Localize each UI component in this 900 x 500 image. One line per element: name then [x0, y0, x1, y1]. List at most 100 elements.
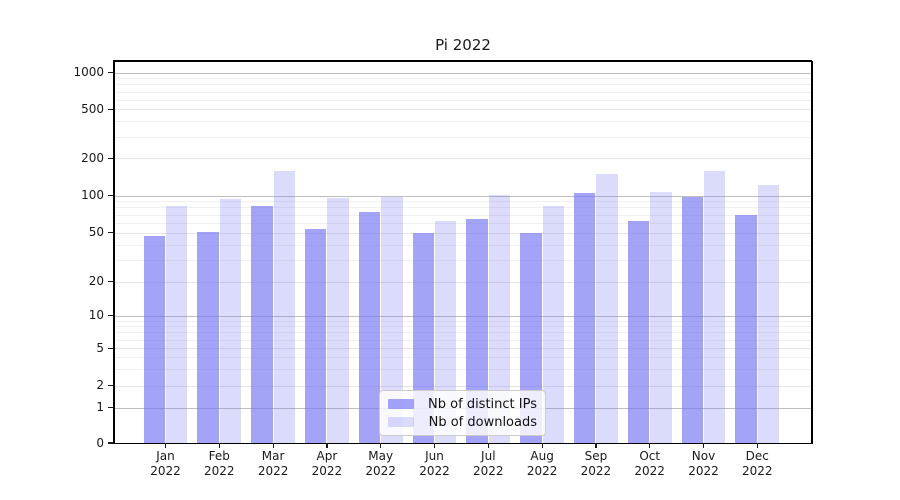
y-tick-mark — [108, 442, 113, 444]
minor-gridline — [114, 207, 812, 209]
bar-downloads-dec — [757, 184, 780, 443]
minor-gridline — [114, 84, 812, 86]
x-tick-year: 2022 — [365, 464, 396, 478]
bar-downloads-jul — [488, 194, 511, 443]
top-spine — [113, 60, 812, 62]
bar-distinct-ips-jan — [143, 236, 166, 443]
y-tick-label: 5 — [96, 340, 104, 355]
bar-downloads-jan — [165, 206, 188, 443]
y-tick-mark — [108, 194, 113, 197]
minor-gridline — [114, 260, 812, 262]
x-tick-year: 2022 — [634, 464, 665, 478]
bar-distinct-ips-nov — [681, 197, 704, 443]
x-tick-label-jul: Jul 2022 — [460, 449, 516, 479]
x-tick-month: May — [368, 449, 394, 463]
x-tick-mark — [433, 443, 436, 448]
x-tick-mark — [541, 443, 543, 448]
y-tick-label: 0 — [96, 435, 104, 450]
x-tick-label-sep: Sep 2022 — [568, 449, 624, 479]
bar-downloads-sep — [596, 173, 618, 443]
bar-distinct-ips-mar — [251, 206, 273, 443]
gridline-50 — [114, 232, 812, 234]
x-tick-year: 2022 — [257, 464, 289, 478]
bar-downloads-jun — [434, 221, 457, 443]
gridline-2 — [114, 385, 812, 387]
x-tick-label-aug: Aug 2022 — [514, 449, 570, 479]
x-tick-label-feb: Feb 2022 — [191, 449, 247, 479]
x-tick-month: Sep — [584, 449, 608, 463]
bar-downloads-feb — [219, 199, 242, 443]
bar-downloads-oct — [650, 191, 672, 443]
x-tick-month: Nov — [691, 449, 716, 463]
plot-area — [114, 61, 812, 443]
x-tick-month: Feb — [208, 449, 230, 463]
x-tick-year: 2022 — [580, 464, 612, 478]
y-tick-label: 20 — [88, 274, 104, 289]
y-tick-mark — [108, 407, 113, 409]
y-tick-mark — [108, 157, 113, 159]
y-tick-mark — [108, 385, 113, 387]
minor-gridline — [114, 201, 812, 203]
minor-gridline — [114, 214, 812, 216]
x-tick-year: 2022 — [204, 464, 235, 478]
x-tick-mark — [702, 443, 705, 448]
x-tick-mark — [380, 443, 382, 448]
legend-swatch-downloads — [388, 417, 414, 427]
minor-gridline — [114, 99, 812, 101]
minor-gridline — [114, 244, 812, 246]
minor-gridline — [114, 320, 812, 322]
x-tick-label-oct: Oct 2022 — [622, 449, 678, 479]
x-tick-year: 2022 — [688, 464, 719, 478]
x-tick-label-jun: Jun 2022 — [407, 449, 463, 479]
y-axis-spine — [113, 61, 115, 444]
x-tick-label-apr: Apr 2022 — [299, 449, 355, 479]
bar-distinct-ips-dec — [735, 214, 757, 443]
gridline-200 — [114, 158, 812, 160]
x-tick-mark — [164, 443, 167, 448]
legend-label: Nb of distinct IPs — [428, 396, 537, 412]
x-tick-year: 2022 — [526, 464, 558, 478]
y-tick-label: 200 — [81, 150, 104, 165]
x-tick-mark — [218, 443, 220, 448]
y-tick-label: 2 — [96, 378, 104, 393]
minor-gridline — [114, 136, 812, 138]
right-spine — [811, 61, 813, 444]
y-tick-mark — [108, 347, 113, 349]
legend-item-distinct-ips: Nb of distinct IPs — [388, 396, 537, 412]
minor-gridline — [114, 326, 812, 328]
x-tick-year: 2022 — [150, 464, 181, 478]
legend-swatch-distinct-ips — [388, 399, 414, 409]
x-tick-mark — [649, 443, 651, 448]
x-tick-year: 2022 — [311, 464, 343, 478]
x-tick-mark — [326, 443, 328, 448]
minor-gridline — [114, 78, 812, 80]
minor-gridline — [114, 357, 812, 359]
bar-downloads-mar — [273, 171, 296, 443]
minor-gridline — [114, 369, 812, 371]
bar-distinct-ips-apr — [304, 228, 327, 443]
x-tick-month: Jul — [481, 449, 496, 463]
legend-item-downloads: Nb of downloads — [388, 414, 537, 430]
bar-distinct-ips-oct — [627, 221, 650, 443]
x-tick-year: 2022 — [742, 464, 773, 478]
y-tick-label: 100 — [81, 188, 104, 202]
y-tick-label: 1000 — [73, 65, 104, 80]
gridline-10 — [114, 315, 812, 317]
y-tick-mark — [108, 232, 113, 234]
gridline-20 — [114, 281, 812, 283]
bar-distinct-ips-sep — [573, 193, 596, 443]
gridline-100 — [114, 195, 812, 197]
gridline-500 — [114, 109, 812, 111]
legend: Nb of distinct IPs Nb of downloads — [379, 390, 546, 436]
y-tick-mark — [108, 108, 113, 110]
x-tick-label-dec: Dec 2022 — [729, 449, 785, 479]
bar-downloads-apr — [327, 198, 349, 443]
minor-gridline — [114, 332, 812, 334]
gridline-1000 — [114, 72, 812, 74]
x-tick-month: Jun — [425, 449, 444, 463]
x-tick-month: Apr — [316, 449, 338, 463]
minor-gridline — [114, 121, 812, 123]
x-tick-month: Jan — [156, 449, 175, 463]
x-tick-month: Mar — [261, 449, 285, 463]
